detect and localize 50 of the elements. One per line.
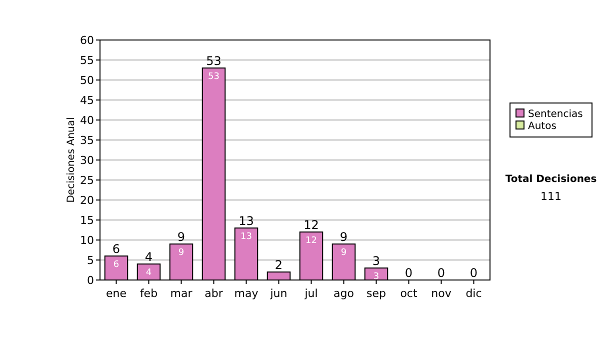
- y-axis-title: Decisiones Anual: [66, 117, 77, 203]
- total-label: 13: [238, 214, 254, 228]
- y-tick-label: 60: [80, 34, 94, 47]
- x-tick-label: ago: [334, 287, 354, 300]
- y-tick-label: 25: [80, 174, 94, 187]
- y-tick-label: 45: [80, 94, 94, 107]
- y-tick-label: 10: [80, 234, 94, 247]
- data-label: 53: [208, 72, 220, 82]
- x-tick-label: feb: [140, 287, 158, 300]
- x-tick-label: nov: [431, 287, 452, 300]
- data-label: 9: [340, 248, 347, 258]
- data-label: 6: [113, 260, 120, 270]
- total-label: 3: [372, 254, 380, 268]
- total-label: 12: [304, 218, 319, 232]
- x-tick-label: sep: [366, 287, 386, 300]
- data-label: 4: [146, 268, 152, 278]
- x-tick-label: jul: [304, 287, 318, 300]
- data-label: 12: [306, 236, 317, 246]
- y-tick-label: 5: [87, 254, 94, 267]
- total-label: 53: [206, 54, 222, 68]
- total-label: 0: [470, 266, 478, 280]
- legend-label: Autos: [528, 121, 556, 132]
- y-tick-label: 30: [80, 154, 94, 167]
- x-tick-label: mar: [170, 287, 193, 300]
- total-label: 2: [274, 258, 283, 272]
- y-tick-label: 55: [80, 54, 94, 67]
- total-label: 9: [340, 230, 348, 244]
- total-label: 6: [112, 242, 120, 256]
- y-tick-label: 50: [80, 74, 94, 87]
- data-label: 9: [178, 248, 184, 258]
- total-label: 9: [177, 230, 186, 244]
- total-label: 0: [404, 266, 413, 280]
- x-tick-label: may: [234, 287, 259, 300]
- x-tick-label: dic: [466, 287, 482, 300]
- y-tick-label: 0: [87, 274, 94, 287]
- text: 111: [540, 190, 562, 203]
- y-tick-label: 35: [80, 134, 94, 147]
- legend-label: Sentencias: [528, 109, 583, 120]
- total-label: 0: [437, 266, 446, 280]
- y-tick-label: 20: [80, 194, 94, 207]
- x-tick-label: abr: [204, 287, 224, 300]
- x-tick-label: ene: [106, 287, 127, 300]
- y-tick-label: 40: [80, 114, 94, 127]
- x-tick-label: jun: [269, 287, 288, 300]
- total-label: 4: [144, 250, 153, 264]
- text: Total Decisiones: [505, 174, 597, 185]
- y-tick-label: 15: [80, 214, 94, 227]
- data-label: 3: [373, 272, 380, 282]
- x-tick-label: oct: [400, 287, 418, 300]
- data-label: 13: [240, 232, 252, 242]
